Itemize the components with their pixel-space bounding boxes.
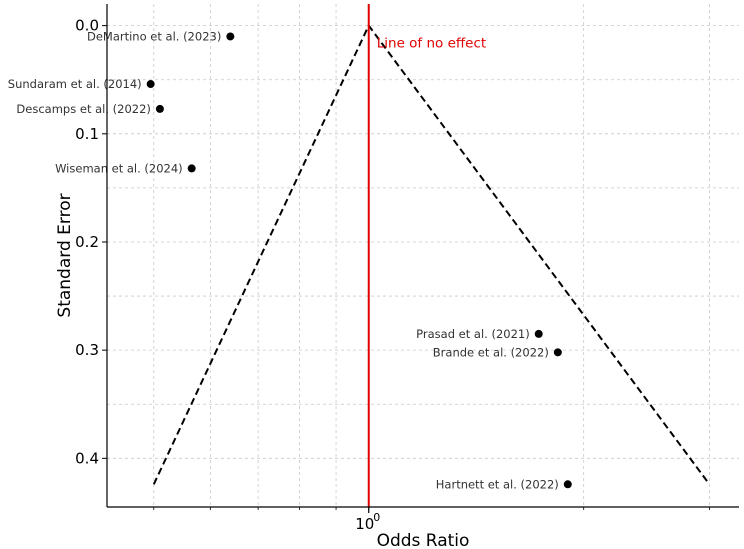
y-tick-label: 0.3 [75, 341, 99, 359]
y-tick-label: 0.2 [75, 233, 99, 251]
data-point-label: Brande et al. (2022) [433, 345, 549, 359]
data-point-label: Wiseman et al. (2024) [55, 161, 183, 175]
axes: 0.0 0.1 0.2 0.3 0.4 100 [75, 4, 739, 533]
reference-line-label: Line of no effect [377, 36, 486, 52]
y-tick-label: 0.1 [75, 125, 99, 143]
data-point [187, 164, 196, 173]
data-point-label: Prasad et al. (2021) [416, 327, 530, 341]
data-points: DeMartino et al. (2023) Sundaram et al. (… [8, 29, 572, 491]
data-point-label: Sundaram et al. (2014) [8, 77, 142, 91]
grid [107, 4, 739, 507]
y-tick-label: 0.4 [75, 449, 99, 467]
x-tick-label: 10 [355, 515, 374, 533]
data-point-label: Descamps et al. (2022) [16, 102, 150, 116]
funnel-lines [152, 23, 711, 485]
data-point [563, 480, 572, 489]
x-axis-title: Odds Ratio [377, 531, 470, 549]
data-point [146, 80, 155, 89]
x-tick-exponent: 0 [373, 511, 380, 524]
funnel-line [152, 23, 711, 485]
data-point-label: Hartnett et al. (2022) [436, 477, 559, 491]
y-tick-label: 0.0 [75, 17, 99, 35]
data-point [155, 104, 164, 113]
data-point [553, 348, 562, 357]
data-point [226, 32, 235, 41]
data-point-label: DeMartino et al. (2023) [87, 29, 221, 43]
data-point [534, 329, 543, 338]
y-axis-title: Standard Error [55, 193, 75, 317]
